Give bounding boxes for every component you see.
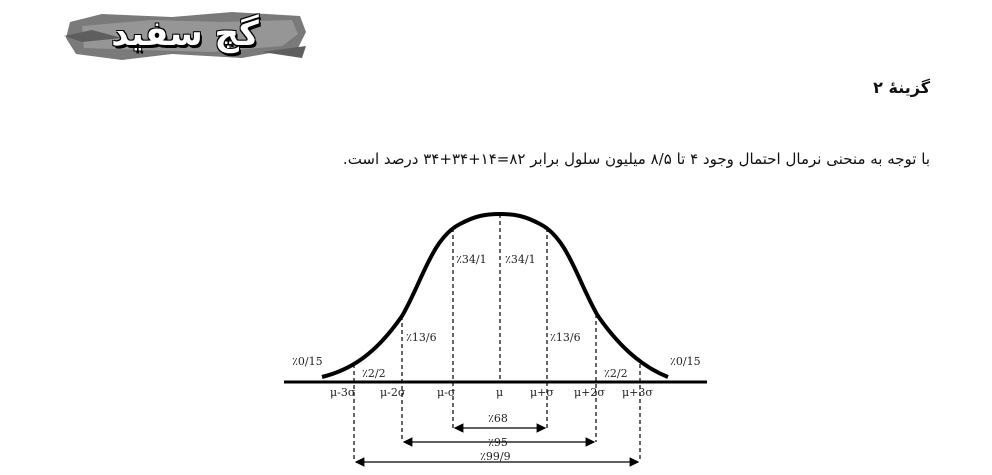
label-right-2-3: ٪2/2 bbox=[604, 367, 628, 380]
sigma-dashed-lines bbox=[353, 214, 641, 462]
range-label-95: ٪95 bbox=[488, 436, 508, 449]
label-left-2-3: ٪2/2 bbox=[362, 367, 386, 380]
label-right-1-2: ٪13/6 bbox=[550, 331, 581, 344]
logo-brush-background bbox=[64, 12, 306, 60]
axis-label-mu-minus-3sigma: μ-3σ bbox=[330, 386, 356, 399]
label-left-0-1: ٪34/1 bbox=[456, 253, 487, 266]
option-title: گزینهٔ ۲ bbox=[873, 78, 930, 97]
range-label-68: ٪68 bbox=[488, 412, 508, 425]
normal-curve-svg: ٪34/1 ٪34/1 ٪13/6 ٪13/6 ٪2/2 ٪2/2 ٪0/15 … bbox=[284, 211, 707, 467]
axis-label-mu-plus-sigma: μ+σ bbox=[530, 386, 554, 399]
normal-distribution-diagram: ٪34/1 ٪34/1 ٪13/6 ٪13/6 ٪2/2 ٪2/2 ٪0/15 … bbox=[270, 200, 720, 470]
axis-label-mu: μ bbox=[496, 386, 503, 399]
label-left-tail: ٪0/15 bbox=[292, 355, 323, 368]
bell-curve bbox=[321, 211, 669, 379]
axis-label-mu-plus-2sigma: μ+2σ bbox=[574, 386, 605, 399]
explanation-text: با توجه به منحنی نرمال احتمال وجود ۴ تا … bbox=[342, 150, 930, 168]
axis-label-mu-plus-3sigma: μ+3σ bbox=[622, 386, 653, 399]
range-label-99-9: ٪99/9 bbox=[480, 450, 511, 463]
axis-label-mu-minus-2sigma: μ-2σ bbox=[380, 386, 406, 399]
label-left-1-2: ٪13/6 bbox=[406, 331, 437, 344]
logo: گچ سفید bbox=[62, 8, 308, 64]
logo-text: گچ سفید bbox=[111, 14, 259, 54]
axis-label-mu-minus-sigma: μ-σ bbox=[437, 386, 456, 399]
label-right-0-1: ٪34/1 bbox=[505, 253, 536, 266]
label-right-tail: ٪0/15 bbox=[670, 355, 701, 368]
